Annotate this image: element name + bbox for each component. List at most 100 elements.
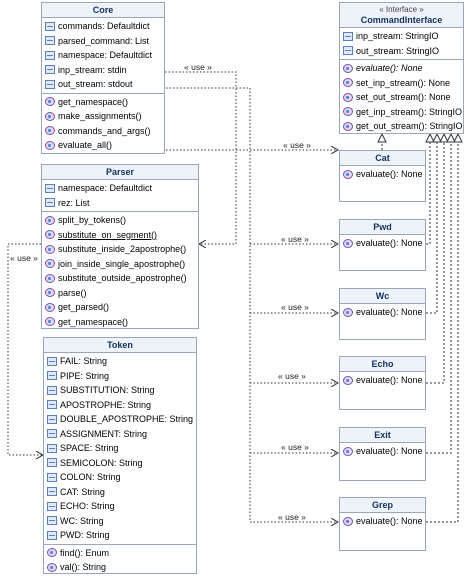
fields-section: inp_stream: StringIO out_stream: StringI…: [340, 28, 463, 60]
method-row: evaluate(): None: [340, 514, 425, 529]
field-icon: [45, 21, 55, 31]
method-icon: [45, 273, 55, 283]
field-icon: [47, 530, 57, 540]
methods-section: evaluate(): None: [340, 235, 425, 252]
field-icon: [47, 501, 57, 511]
fields-section: namespace: Defaultdict rez: List: [42, 180, 198, 212]
field-icon: [343, 46, 353, 56]
method-icon: [45, 302, 55, 312]
method-icon: [45, 126, 55, 136]
method-row: parse(): [42, 286, 198, 301]
field-row: out_stream: stdout: [42, 77, 164, 92]
class-title: Exit: [340, 428, 425, 443]
realization-pwd: [426, 134, 430, 245]
edge-label-wc: « use »: [281, 302, 309, 312]
field-row: WC: String: [44, 514, 196, 529]
class-title: Pwd: [340, 220, 425, 235]
method-icon: [45, 244, 55, 254]
class-title: Wc: [340, 289, 425, 304]
field-icon: [47, 385, 57, 395]
field-icon: [45, 50, 55, 60]
method-row: evaluate(): None: [340, 444, 425, 459]
method-icon: [343, 63, 353, 73]
method-row: get_out_stream(): StringIO: [340, 119, 463, 134]
fields-section: FAIL: String PIPE: String SUBSTITUTION: …: [44, 353, 196, 545]
method-row: commands_and_args(): [42, 124, 164, 139]
field-icon: [45, 183, 55, 193]
field-icon: [45, 79, 55, 89]
method-row: evaluate(): None: [340, 305, 425, 320]
field-row: CAT: String: [44, 485, 196, 500]
method-row: join_inside_single_apostrophe(): [42, 257, 198, 272]
method-row: get_parsed(): [42, 300, 198, 315]
method-icon: [45, 259, 55, 269]
class-grep[interactable]: Grep evaluate(): None: [339, 497, 426, 551]
method-icon: [45, 140, 55, 150]
method-icon: [343, 78, 353, 88]
class-cat[interactable]: Cat evaluate(): None: [339, 150, 426, 202]
field-row: PIPE: String: [44, 369, 196, 384]
field-row: commands: Defaultdict: [42, 19, 164, 34]
field-icon: [45, 65, 55, 75]
method-icon: [343, 107, 353, 117]
class-pwd[interactable]: Pwd evaluate(): None: [339, 219, 426, 271]
realization-grep: [426, 134, 458, 523]
method-icon: [343, 92, 353, 102]
field-row: COLON: String: [44, 470, 196, 485]
class-token[interactable]: Token FAIL: String PIPE: String SUBSTITU…: [43, 337, 197, 574]
field-row: APOSTROPHE: String: [44, 398, 196, 413]
edge-label-echo: « use »: [278, 371, 306, 381]
method-row: split_by_tokens(): [42, 213, 198, 228]
method-icon: [45, 215, 55, 225]
field-icon: [343, 31, 353, 41]
method-icon: [45, 230, 55, 240]
class-parser[interactable]: Parser namespace: Defaultdict rez: List …: [41, 164, 199, 329]
class-wc[interactable]: Wc evaluate(): None: [339, 288, 426, 340]
methods-section: evaluate(): None: [340, 443, 425, 460]
realization-wc: [426, 134, 437, 314]
field-row: parsed_command: List: [42, 34, 164, 49]
field-icon: [47, 429, 57, 439]
edge-label-core-parser: « use »: [184, 62, 212, 72]
methods-section: evaluate(): None: [340, 166, 425, 183]
method-row: evaluate(): None: [340, 167, 425, 182]
class-title: Echo: [340, 357, 425, 372]
methods-section: evaluate(): None: [340, 372, 425, 389]
method-row: substitute_inside_2apostrophe(): [42, 242, 198, 257]
class-echo[interactable]: Echo evaluate(): None: [339, 356, 426, 410]
method-row: find(): Enum: [44, 546, 196, 561]
method-row: evaluate(): None: [340, 236, 425, 251]
edge-label-pwd: « use »: [281, 234, 309, 244]
edge-label-exit: « use »: [281, 442, 309, 452]
methods-section: evaluate(): None: [340, 304, 425, 321]
method-icon: [47, 548, 57, 558]
class-command-interface[interactable]: « Interface » CommandInterface inp_strea…: [339, 2, 464, 134]
method-icon: [343, 307, 353, 317]
method-icon: [343, 121, 353, 131]
method-icon: [45, 97, 55, 107]
field-row: ASSIGNMENT: String: [44, 427, 196, 442]
field-row: FAIL: String: [44, 354, 196, 369]
field-icon: [47, 458, 57, 468]
class-title: Core: [42, 3, 164, 18]
method-icon: [343, 375, 353, 385]
methods-section: find(): Enum val(): String: [44, 545, 196, 576]
method-row: evaluate(): None: [340, 61, 463, 76]
method-icon: [343, 238, 353, 248]
class-core[interactable]: Core commands: Defaultdict parsed_comman…: [41, 2, 165, 154]
realization-echo: [426, 134, 444, 384]
method-icon: [45, 111, 55, 121]
class-title: CommandInterface: [360, 15, 443, 25]
edge-label-parser-token: « use »: [10, 253, 38, 263]
field-row: rez: List: [42, 196, 198, 211]
field-row: SUBSTITUTION: String: [44, 383, 196, 398]
field-icon: [45, 198, 55, 208]
method-row: evaluate_all(): [42, 138, 164, 153]
method-row: substitute_on_segment(): [42, 228, 198, 243]
method-icon: [47, 562, 57, 572]
field-row: namespace: Defaultdict: [42, 48, 164, 63]
method-row: get_namespace(): [42, 315, 198, 330]
fields-section: commands: Defaultdict parsed_command: Li…: [42, 18, 164, 94]
class-exit[interactable]: Exit evaluate(): None: [339, 427, 426, 481]
field-row: PWD: String: [44, 528, 196, 543]
